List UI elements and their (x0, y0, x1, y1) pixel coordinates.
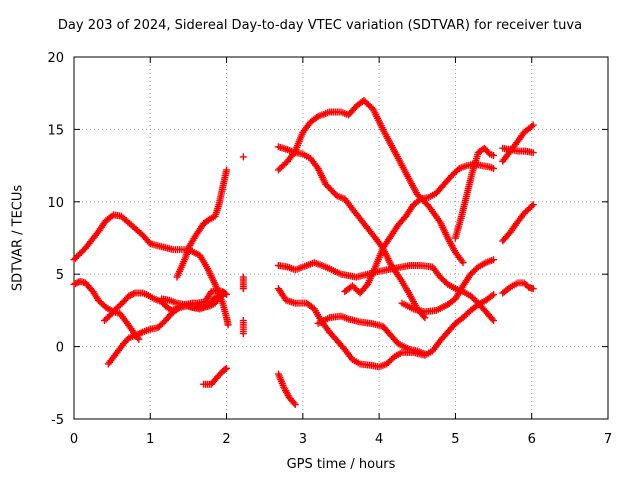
series-track-19 (451, 144, 498, 242)
data-point (126, 291, 134, 299)
data-points (70, 96, 537, 409)
x-tick-label: 5 (451, 432, 459, 447)
series-track-5 (158, 292, 227, 313)
data-point (291, 401, 299, 409)
data-point (490, 290, 498, 298)
series-track-6 (173, 166, 231, 281)
data-point (224, 321, 232, 329)
data-point (136, 330, 144, 338)
x-tick-label: 6 (528, 432, 536, 447)
y-tick-label: 0 (56, 341, 64, 356)
data-point (421, 350, 429, 358)
data-point (223, 166, 231, 174)
data-point (223, 290, 231, 298)
data-point (490, 256, 498, 264)
data-point (528, 202, 536, 210)
plot-frame (73, 56, 609, 420)
x-tick-label: 0 (70, 432, 78, 447)
axis-ticks: 0 1 2 3 4 5 6 7 -5 0 5 10 15 20 (47, 51, 612, 447)
data-point (221, 365, 229, 373)
data-point (290, 399, 298, 407)
data-point (72, 280, 80, 288)
y-tick-label: 20 (47, 51, 64, 66)
data-point (137, 329, 145, 337)
y-tick-label: 5 (56, 268, 64, 283)
series-track-8 (239, 153, 247, 161)
x-tick-label: 7 (604, 432, 612, 447)
data-point (490, 317, 498, 325)
series-track-7 (200, 364, 231, 388)
data-point (219, 292, 227, 300)
data-point (529, 149, 537, 157)
data-point (528, 123, 536, 131)
x-tick-label: 3 (299, 432, 307, 447)
data-point (130, 290, 138, 298)
series-track-17 (341, 160, 498, 297)
series-track-16 (314, 312, 429, 358)
data-point (416, 196, 424, 204)
series-track-20 (499, 121, 537, 165)
series-track-22 (499, 201, 537, 245)
data-point (70, 280, 78, 288)
series-track-10 (239, 317, 247, 338)
chart-title: Day 203 of 2024, Sidereal Day-to-day VTE… (57, 18, 583, 33)
x-tick-label: 2 (222, 432, 230, 447)
data-point (134, 330, 142, 338)
data-point (490, 151, 498, 159)
data-point (128, 290, 136, 298)
series-track-18 (398, 256, 498, 316)
data-point (135, 335, 143, 343)
series-track-11 (274, 96, 467, 267)
series-track-23 (499, 279, 537, 297)
series-track-2 (70, 277, 143, 343)
data-point (529, 121, 537, 129)
data-point (488, 315, 496, 323)
data-point (459, 259, 467, 267)
x-tick-label: 4 (375, 432, 383, 447)
data-point (488, 292, 496, 300)
data-point (239, 285, 247, 293)
data-point (239, 153, 247, 161)
series-track-15 (274, 370, 299, 409)
data-point (490, 164, 498, 172)
data-point (125, 292, 133, 300)
data-point (529, 285, 537, 293)
data-point (529, 201, 537, 209)
x-tick-label: 1 (146, 432, 154, 447)
y-tick-label: 10 (47, 196, 64, 211)
y-tick-label: 15 (47, 123, 64, 138)
series-track-3 (101, 286, 231, 325)
series-track-1 (70, 211, 232, 329)
y-tick-label: -5 (51, 413, 64, 428)
data-point (174, 305, 182, 313)
data-point (133, 331, 141, 339)
data-point (239, 330, 247, 338)
data-point (223, 364, 231, 372)
data-point (73, 279, 81, 287)
series-track-21 (499, 144, 537, 157)
x-axis-label: GPS time / hours (286, 457, 396, 472)
series-track-9 (239, 273, 247, 293)
